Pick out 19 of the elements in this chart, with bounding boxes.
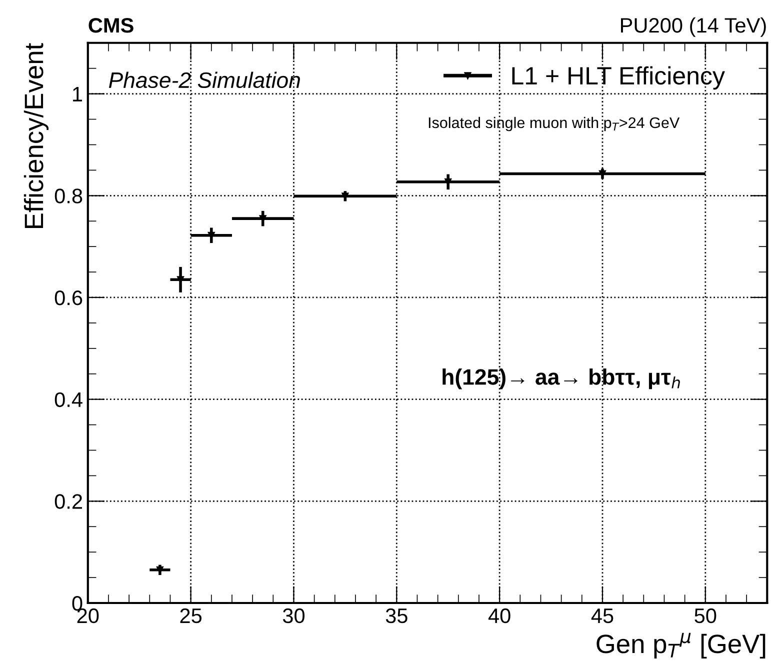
legend-label: L1 + HLT Efficiency	[512, 66, 725, 90]
y-tick-label: 0.8	[54, 188, 82, 204]
y-axis-title: Efficiency/Event	[24, 43, 49, 228]
y-tick-label: 0.6	[54, 290, 82, 306]
annotation: h(125)→ aa→ bbττ, μτ$_{h}$	[442, 368, 680, 390]
x-tick-label: 45	[591, 608, 614, 624]
chart-title: CMS	[88, 18, 134, 33]
y-tick-label: 1	[73, 87, 82, 102]
x-tick-label: 40	[488, 608, 510, 624]
x-tick-label: 25	[180, 608, 202, 624]
y-tick-label: 0.2	[54, 494, 82, 509]
chart-subtitle: PU200 (14 TeV)	[621, 17, 766, 37]
x-tick-label: 35	[386, 608, 408, 624]
annotation: Isolated single muon with p$_{T}$>24 GeV	[428, 116, 680, 132]
x-axis-title: Gen p$_{T}$$^{μ}$ [GeV]	[596, 632, 766, 659]
x-tick-label: 50	[694, 608, 716, 624]
annotation: Phase-2 Simulation	[108, 72, 300, 88]
y-tick-label: 0.4	[54, 392, 82, 408]
x-tick-label: 30	[282, 608, 304, 624]
